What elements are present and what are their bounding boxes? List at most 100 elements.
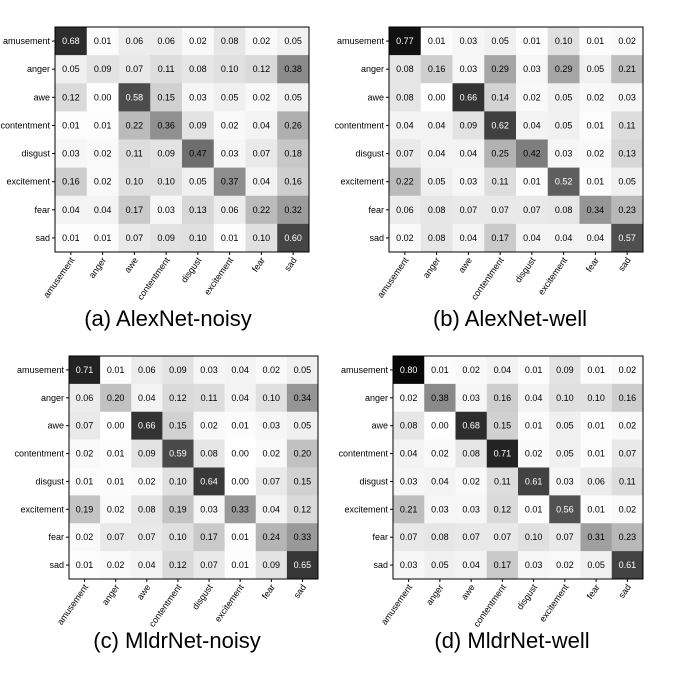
heatmap-cell	[255, 356, 288, 385]
heatmap-cell	[150, 139, 183, 168]
heatmap-cell	[213, 111, 246, 140]
heatmap-cell	[286, 383, 319, 413]
column-label: fear	[250, 255, 267, 273]
cell-value-label: 0.80	[400, 365, 418, 375]
cell-value-label: 0.07	[400, 532, 418, 542]
row-label: anger	[365, 393, 388, 403]
heatmap-cell	[162, 383, 194, 413]
cell-value-label: 0.05	[221, 92, 239, 102]
heatmap-cell	[484, 83, 517, 112]
heatmap-cell	[55, 27, 88, 56]
heatmap-cell	[455, 523, 488, 552]
cell-value-label: 0.15	[494, 421, 512, 431]
cell-value-label: 0.01	[62, 233, 80, 243]
cell-value-label: 0.07	[200, 560, 218, 570]
heatmap-cell	[486, 551, 519, 580]
cell-value-label: 0.16	[284, 177, 302, 187]
heatmap-cell	[224, 467, 257, 496]
heatmap-cell	[549, 467, 581, 496]
cell-value-label: 0.03	[62, 149, 80, 159]
heatmap-cell	[131, 411, 163, 440]
cell-value-label: 0.08	[138, 504, 156, 514]
cell-value-label: 0.05	[555, 120, 573, 130]
row-label: anger	[27, 64, 50, 74]
cell-value-label: 0.02	[462, 365, 480, 375]
cell-value-label: 0.08	[428, 233, 446, 243]
cell-value-label: 0.03	[263, 421, 281, 431]
cell-value-label: 0.10	[253, 233, 271, 243]
row-label: sad	[369, 233, 384, 243]
column-label: amusement	[379, 582, 414, 627]
row-label: awe	[47, 421, 64, 431]
heatmap-cell	[549, 523, 581, 552]
heatmap-cell	[518, 411, 550, 440]
heatmap-cell	[100, 551, 132, 580]
row-label: disgust	[21, 149, 50, 159]
heatmap-cell	[452, 83, 485, 112]
heatmap-cell	[69, 551, 101, 580]
heatmap-cell	[100, 467, 132, 496]
confusion-matrix-panel-3: 0.71 0.01 0.06 0.09 0.03 0.04 0.02 0.05 0.06 0.20…	[14, 355, 319, 653]
cell-value-label: 0.05	[294, 365, 312, 375]
heatmap-cell	[55, 55, 88, 84]
heatmap-cell	[549, 551, 581, 580]
heatmap-cell	[420, 111, 453, 140]
heatmap-cell	[455, 551, 488, 580]
cell-value-label: 0.05	[189, 177, 207, 187]
heatmap-cell	[213, 139, 246, 168]
cell-value-label: 0.68	[462, 421, 480, 431]
heatmap-cell	[579, 111, 612, 140]
column-label: contentment	[147, 582, 184, 629]
cell-value-label: 0.14	[491, 92, 509, 102]
cell-value-label: 0.22	[396, 177, 414, 187]
heatmap-cell	[486, 411, 519, 440]
heatmap-cell	[420, 83, 453, 112]
confusion-matrix-panel-4: 0.80 0.01 0.02 0.04 0.01 0.09 0.01 0.02 0.02 0.38…	[338, 355, 644, 653]
cell-value-label: 0.05	[284, 92, 302, 102]
heatmap-cell	[182, 139, 215, 168]
column-label: anger	[100, 582, 121, 607]
cell-value-label: 0.61	[619, 560, 637, 570]
heatmap-cell	[547, 83, 580, 112]
panel-caption: (b) AlexNet-well	[433, 306, 587, 331]
heatmap-cell	[69, 439, 101, 468]
heatmap-cell	[547, 167, 580, 197]
heatmap-cell	[420, 55, 453, 84]
heatmap-cell	[389, 223, 422, 253]
cell-value-label: 0.07	[494, 532, 512, 542]
cell-value-label: 0.04	[587, 233, 605, 243]
heatmap-cell	[55, 195, 88, 225]
heatmap-cell	[224, 383, 257, 413]
cell-value-label: 0.02	[221, 120, 239, 130]
heatmap-cell	[118, 83, 151, 112]
heatmap-cell	[484, 111, 517, 140]
cell-value-label: 0.37	[221, 177, 239, 187]
cell-value-label: 0.02	[523, 92, 541, 102]
cell-value-label: 0.02	[400, 393, 418, 403]
cell-value-label: 0.11	[126, 149, 143, 159]
heatmap-cell	[150, 195, 183, 225]
cell-value-label: 0.05	[294, 421, 312, 431]
heatmap-cell	[611, 383, 644, 413]
heatmap-cell	[611, 495, 644, 524]
heatmap-cell	[516, 167, 549, 197]
cell-value-label: 0.08	[431, 532, 449, 542]
heatmap-cell	[424, 495, 456, 524]
cell-value-label: 0.12	[62, 92, 80, 102]
cell-value-label: 0.10	[169, 476, 187, 486]
cell-value-label: 0.02	[107, 504, 125, 514]
heatmap-cell	[484, 167, 517, 197]
cell-value-label: 0.09	[556, 365, 574, 375]
cell-value-label: 0.04	[400, 449, 418, 459]
heatmap-cell	[162, 356, 194, 385]
cell-value-label: 0.01	[525, 504, 543, 514]
cell-value-label: 0.01	[231, 560, 249, 570]
heatmap-cell	[580, 356, 613, 385]
cell-value-label: 0.10	[126, 177, 144, 187]
heatmap-cell	[86, 111, 119, 140]
cell-value-label: 0.03	[523, 64, 541, 74]
panel-caption: (a) AlexNet-noisy	[84, 306, 252, 331]
column-label: excitement	[202, 255, 235, 297]
heatmap-cell	[611, 551, 644, 580]
